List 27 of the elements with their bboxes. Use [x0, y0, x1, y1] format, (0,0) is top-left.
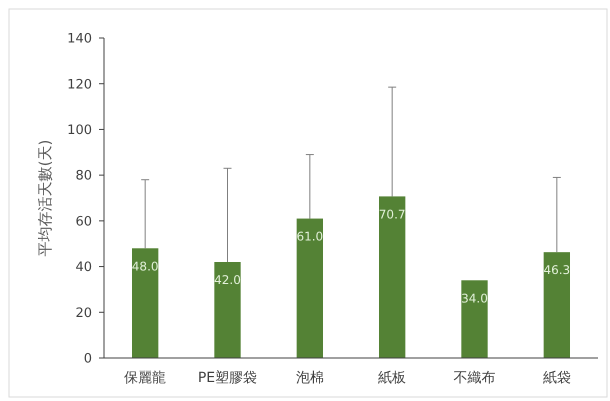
- y-tick-label: 0: [84, 352, 92, 367]
- y-tick-label: 20: [75, 306, 92, 321]
- x-tick-label: 紙袋: [542, 370, 571, 386]
- y-tick-label: 120: [67, 77, 92, 92]
- bar: [296, 218, 324, 358]
- y-axis-title: 平均存活天數(天): [36, 140, 54, 256]
- data-label: 70.7: [378, 207, 406, 222]
- data-label: 61.0: [296, 230, 324, 244]
- y-tick-label: 80: [75, 168, 92, 184]
- x-tick-label: 紙板: [378, 370, 406, 386]
- data-label: 42.0: [214, 273, 241, 287]
- bar: [378, 196, 406, 358]
- bar: [461, 280, 488, 358]
- bar: [132, 248, 158, 358]
- y-tick-label: 100: [67, 122, 92, 138]
- bar: [544, 252, 570, 358]
- x-tick-label: 保麗龍: [124, 370, 166, 386]
- data-label: 48.0: [132, 259, 159, 274]
- data-label: 46.3: [543, 263, 570, 278]
- y-tick-label: 140: [67, 32, 92, 47]
- y-tick-label: 60: [75, 214, 92, 230]
- data-label: 34.0: [461, 291, 488, 306]
- bar: [214, 262, 241, 358]
- x-tick-label: PE塑膠袋: [198, 370, 258, 386]
- y-tick-label: 40: [75, 260, 92, 276]
- x-tick-label: 泡棉: [296, 370, 324, 386]
- x-tick-label: 不織布: [454, 370, 496, 386]
